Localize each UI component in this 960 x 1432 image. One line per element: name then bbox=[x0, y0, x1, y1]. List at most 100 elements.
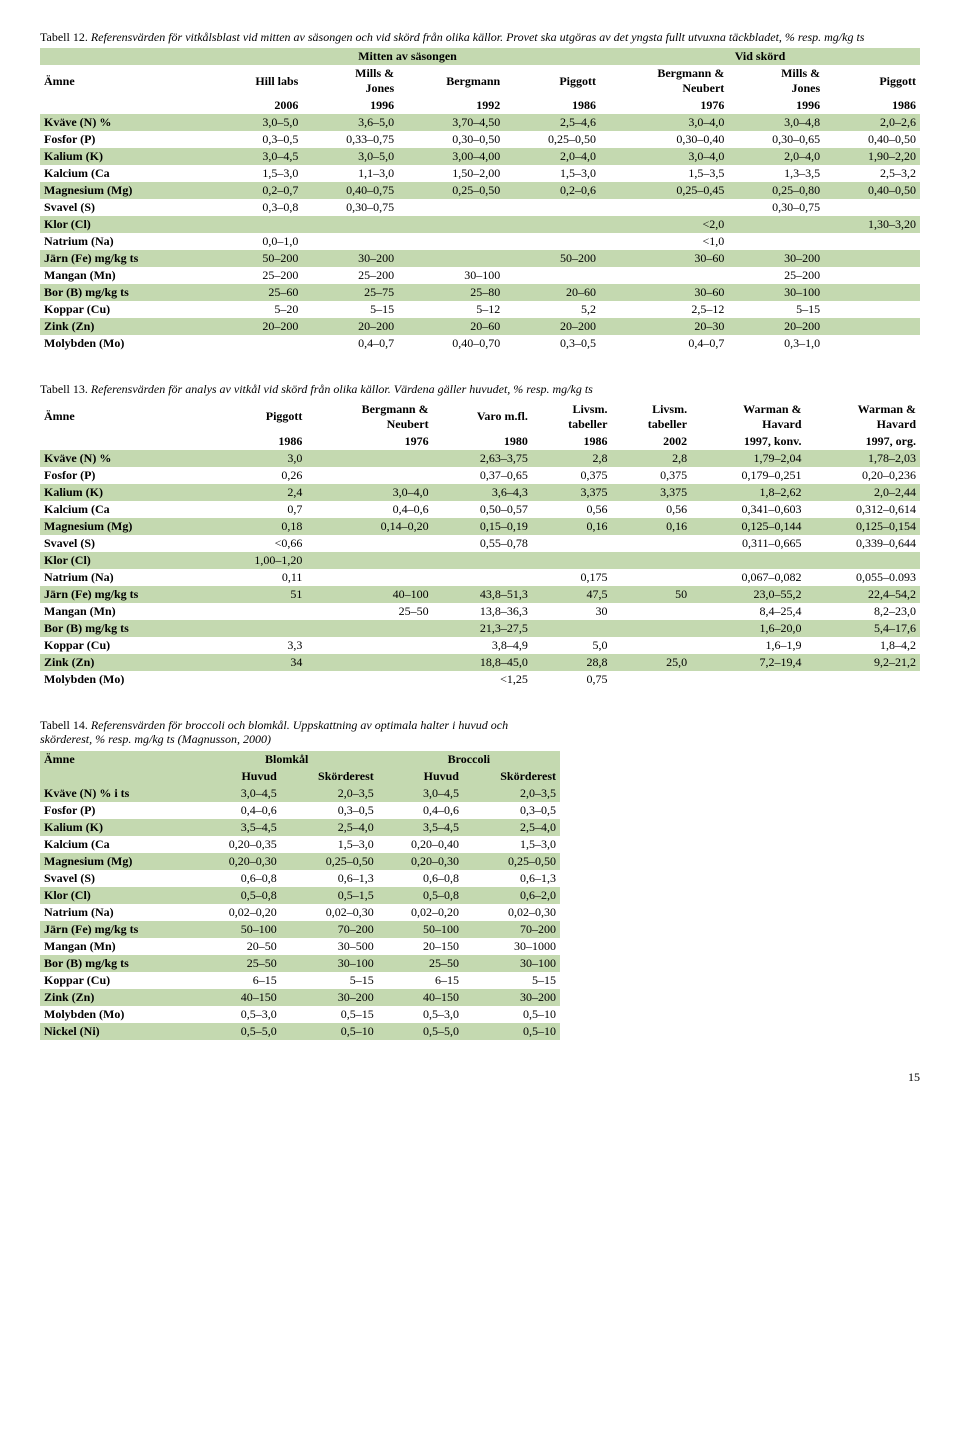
t13-cell bbox=[532, 535, 612, 552]
t13-cell bbox=[306, 552, 432, 569]
t13-cell bbox=[306, 450, 432, 467]
t13-cell: 3,375 bbox=[611, 484, 691, 501]
t13-cell: 1,79–2,04 bbox=[691, 450, 805, 467]
t12-cell: 20–200 bbox=[504, 318, 600, 335]
t14-row-label: Fosfor (P) bbox=[40, 802, 196, 819]
t14-cell: 40–150 bbox=[378, 989, 463, 1006]
t12-cell bbox=[728, 216, 824, 233]
t13-cell: 0,50–0,57 bbox=[433, 501, 532, 518]
t12-cell: 0,40–0,50 bbox=[824, 182, 920, 199]
t13-cell bbox=[691, 671, 805, 688]
t12-row-label: Klor (Cl) bbox=[40, 216, 215, 233]
t13-year-1: 1976 bbox=[306, 433, 432, 450]
t13-head-6: Warman &Havard bbox=[806, 401, 921, 433]
t12-year-2: 1992 bbox=[398, 97, 504, 114]
table12-caption-lead: Tabell 12. bbox=[40, 30, 88, 44]
t13-cell: 1,6–1,9 bbox=[691, 637, 805, 654]
t13-cell bbox=[611, 620, 691, 637]
t13-cell: 0,75 bbox=[532, 671, 612, 688]
t12-cell: 20–60 bbox=[398, 318, 504, 335]
t14-cell: 2,0–3,5 bbox=[281, 785, 378, 802]
t12-group-mitten: Mitten av säsongen bbox=[215, 48, 600, 65]
t14-cell: 0,5–15 bbox=[281, 1006, 378, 1023]
t14-row-label: Kväve (N) % i ts bbox=[40, 785, 196, 802]
t12-cell bbox=[398, 250, 504, 267]
t13-cell: 3,0 bbox=[212, 450, 306, 467]
t12-cell: 0,30–0,75 bbox=[302, 199, 398, 216]
t14-cell: 0,6–1,3 bbox=[463, 870, 560, 887]
t14-cell: 2,5–4,0 bbox=[463, 819, 560, 836]
t12-head-1: Mills &Jones bbox=[302, 65, 398, 97]
t13-cell: 22,4–54,2 bbox=[806, 586, 921, 603]
t12-cell: 25–80 bbox=[398, 284, 504, 301]
t12-cell bbox=[824, 335, 920, 352]
t13-cell: 0,56 bbox=[611, 501, 691, 518]
t13-row-label: Koppar (Cu) bbox=[40, 637, 212, 654]
t13-cell: 0,56 bbox=[532, 501, 612, 518]
t12-cell: 0,3–1,0 bbox=[728, 335, 824, 352]
t12-cell: 3,0–5,0 bbox=[215, 114, 302, 131]
t13-cell: 3,375 bbox=[532, 484, 612, 501]
t14-cell: 70–200 bbox=[281, 921, 378, 938]
t13-cell: 30 bbox=[532, 603, 612, 620]
t14-cell: 30–200 bbox=[281, 989, 378, 1006]
t12-cell: 1,90–2,20 bbox=[824, 148, 920, 165]
t13-cell: 23,0–55,2 bbox=[691, 586, 805, 603]
t13-cell: 0,175 bbox=[532, 569, 612, 586]
t12-cell: 0,25–0,50 bbox=[504, 131, 600, 148]
t12-row-label: Kväve (N) % bbox=[40, 114, 215, 131]
t13-year-2: 1980 bbox=[433, 433, 532, 450]
t14-cell: 0,02–0,20 bbox=[196, 904, 281, 921]
t12-head-4: Bergmann &Neubert bbox=[600, 65, 728, 97]
t12-cell: 3,0–4,8 bbox=[728, 114, 824, 131]
t14-cell: 0,4–0,6 bbox=[378, 802, 463, 819]
t13-row-label: Klor (Cl) bbox=[40, 552, 212, 569]
t12-cell: 20–30 bbox=[600, 318, 728, 335]
t12-cell: 3,0–4,5 bbox=[215, 148, 302, 165]
t12-cell: 0,3–0,5 bbox=[504, 335, 600, 352]
t14-cell: 70–200 bbox=[463, 921, 560, 938]
t14-cell: 6–15 bbox=[378, 972, 463, 989]
t14-cell: 0,6–0,8 bbox=[196, 870, 281, 887]
t12-cell: 3,0–4,0 bbox=[600, 148, 728, 165]
t13-cell bbox=[611, 671, 691, 688]
t13-cell: 0,20–0,236 bbox=[806, 467, 921, 484]
t14-cell: 30–500 bbox=[281, 938, 378, 955]
t14-cell: 0,3–0,5 bbox=[463, 802, 560, 819]
t12-head-6: Piggott bbox=[824, 65, 920, 97]
t13-cell: 1,6–20,0 bbox=[691, 620, 805, 637]
t14-row-label: Kalcium (Ca bbox=[40, 836, 196, 853]
t13-cell: 0,4–0,6 bbox=[306, 501, 432, 518]
t12-cell: 3,0–5,0 bbox=[302, 148, 398, 165]
t12-cell bbox=[824, 199, 920, 216]
t13-cell bbox=[532, 552, 612, 569]
t13-cell: 3,0–4,0 bbox=[306, 484, 432, 501]
t12-cell: 1,3–3,5 bbox=[728, 165, 824, 182]
t13-col-amne: Ämne bbox=[40, 401, 212, 433]
t12-cell: 0,25–0,50 bbox=[398, 182, 504, 199]
t13-cell bbox=[433, 569, 532, 586]
t14-cell: 6–15 bbox=[196, 972, 281, 989]
t14-cell: 0,02–0,30 bbox=[463, 904, 560, 921]
t12-row-label: Zink (Zn) bbox=[40, 318, 215, 335]
t12-head-3: Piggott bbox=[504, 65, 600, 97]
t12-row-label: Koppar (Cu) bbox=[40, 301, 215, 318]
t13-cell: 8,4–25,4 bbox=[691, 603, 805, 620]
t12-cell bbox=[398, 216, 504, 233]
t14-row-label: Molybden (Mo) bbox=[40, 1006, 196, 1023]
t14-cell: 0,4–0,6 bbox=[196, 802, 281, 819]
table14: ÄmneBlomkålBroccoliHuvudSkörderestHuvudS… bbox=[40, 751, 560, 1040]
t13-cell: 0,341–0,603 bbox=[691, 501, 805, 518]
t12-cell: 3,0–4,0 bbox=[600, 114, 728, 131]
t13-cell: 18,8–45,0 bbox=[433, 654, 532, 671]
t13-cell bbox=[691, 552, 805, 569]
t12-cell: 5–20 bbox=[215, 301, 302, 318]
t12-cell bbox=[504, 233, 600, 250]
table13-caption: Tabell 13. Referensvärden för analys av … bbox=[40, 382, 920, 396]
t12-year-4: 1976 bbox=[600, 97, 728, 114]
t14-cell: 5–15 bbox=[463, 972, 560, 989]
t14-group-blomkal: Blomkål bbox=[196, 751, 378, 768]
t13-cell: 8,2–23,0 bbox=[806, 603, 921, 620]
table14-caption: Tabell 14. Referensvärden för broccoli o… bbox=[40, 718, 560, 747]
t12-cell: 2,5–4,6 bbox=[504, 114, 600, 131]
